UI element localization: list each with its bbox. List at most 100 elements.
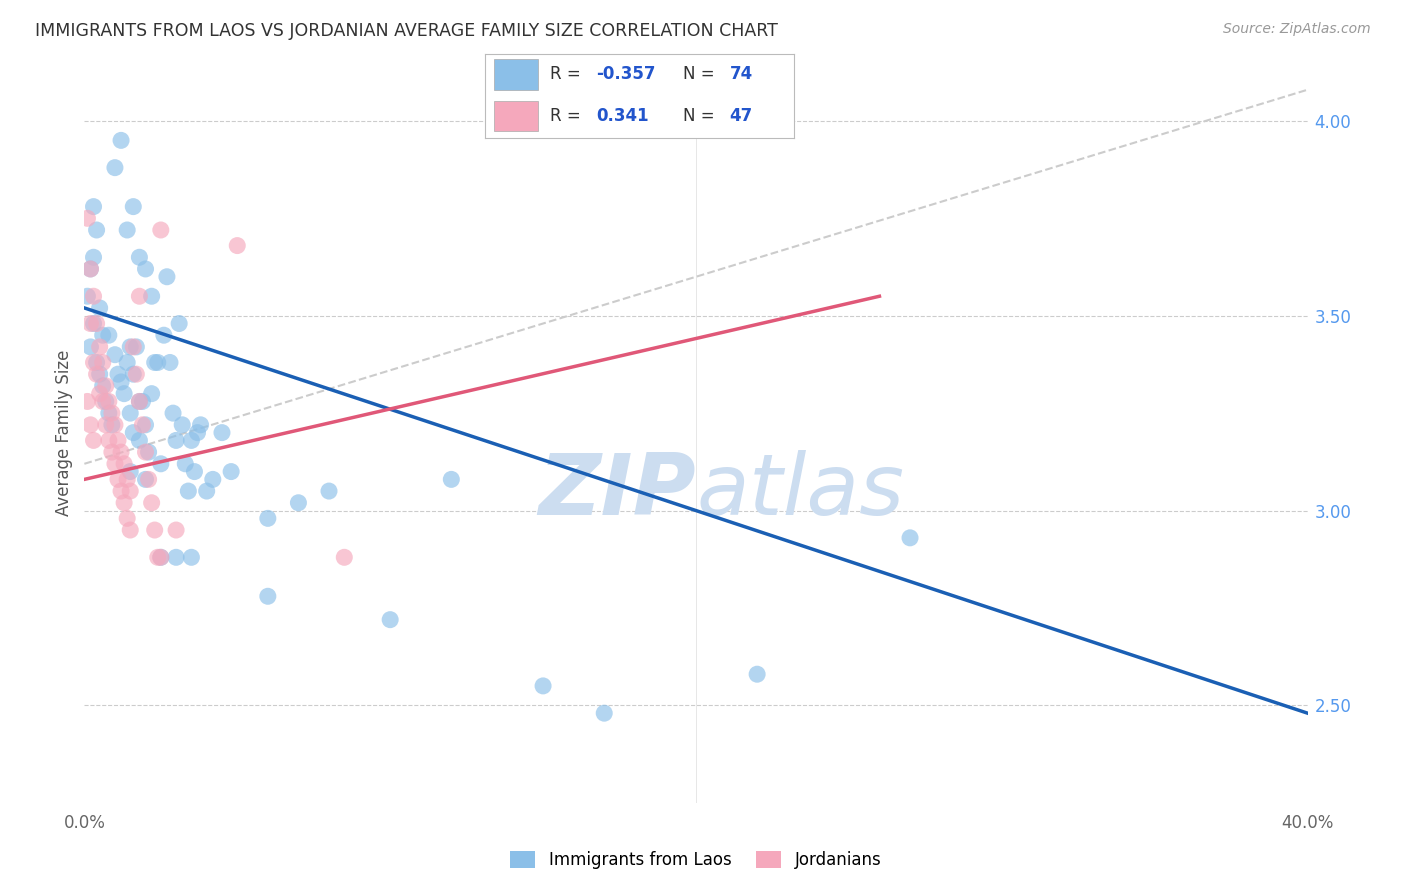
Text: 0.341: 0.341 (596, 107, 650, 125)
Point (159, 355, 181, 369)
Point (125, 367, 148, 381)
Point (86, 223, 108, 237)
Point (149, 457, 172, 471)
Point (112, 457, 135, 471)
Point (131, 394, 153, 409)
Legend: Immigrants from Laos, Jordanians: Immigrants from Laos, Jordanians (503, 845, 889, 876)
Point (89, 367, 111, 381)
Point (104, 348, 127, 362)
Point (165, 523, 187, 537)
Point (83, 289, 105, 303)
Point (107, 367, 129, 381)
Point (128, 250, 150, 264)
Point (226, 238, 249, 252)
Point (174, 457, 197, 471)
Point (79, 262, 101, 277)
Point (94, 379, 117, 393)
Point (76, 289, 98, 303)
Point (162, 406, 184, 420)
Bar (495, 101, 537, 131)
Text: 74: 74 (730, 65, 752, 83)
Point (97, 394, 120, 409)
Point (112, 386, 135, 401)
Point (101, 445, 124, 459)
Point (79, 317, 101, 331)
Point (83, 434, 105, 448)
Point (104, 161, 127, 175)
Point (115, 472, 138, 486)
Point (440, 472, 463, 486)
Point (101, 406, 124, 420)
Point (180, 434, 202, 448)
Point (104, 417, 127, 432)
Point (115, 355, 138, 369)
Point (91, 394, 114, 409)
Point (149, 550, 172, 565)
Point (149, 223, 172, 237)
Point (120, 484, 142, 499)
Text: ZIP: ZIP (538, 450, 696, 533)
Point (89, 301, 111, 315)
Point (86, 355, 108, 369)
Text: -0.357: -0.357 (596, 65, 657, 83)
Point (89, 340, 111, 354)
Point (257, 511, 280, 525)
Point (195, 484, 218, 499)
Point (146, 355, 169, 369)
Point (333, 550, 356, 565)
Point (135, 262, 157, 277)
Point (101, 417, 124, 432)
Point (107, 434, 129, 448)
Point (135, 417, 157, 432)
Point (128, 289, 150, 303)
Point (219, 465, 242, 479)
Point (83, 200, 105, 214)
Point (125, 340, 148, 354)
Point (165, 550, 187, 565)
Point (180, 550, 202, 565)
Text: IMMIGRANTS FROM LAOS VS JORDANIAN AVERAGE FAMILY SIZE CORRELATION CHART: IMMIGRANTS FROM LAOS VS JORDANIAN AVERAG… (35, 22, 778, 40)
Text: Source: ZipAtlas.com: Source: ZipAtlas.com (1223, 22, 1371, 37)
Text: atlas: atlas (696, 450, 904, 533)
Point (131, 417, 153, 432)
Point (141, 289, 163, 303)
Bar (495, 60, 537, 90)
Point (120, 340, 142, 354)
Point (79, 417, 101, 432)
Point (79, 262, 101, 277)
Point (172, 417, 194, 432)
Point (149, 550, 172, 565)
Point (120, 406, 142, 420)
Point (86, 367, 108, 381)
Point (531, 679, 554, 693)
Point (128, 434, 150, 448)
Point (593, 706, 616, 721)
Point (143, 355, 166, 369)
Point (110, 133, 132, 147)
Point (83, 250, 105, 264)
Point (146, 550, 169, 565)
Point (141, 386, 163, 401)
Point (115, 511, 138, 525)
Point (83, 317, 105, 331)
Text: N =: N = (683, 65, 720, 83)
Point (86, 317, 108, 331)
Point (190, 417, 212, 432)
Point (898, 531, 921, 545)
Point (211, 425, 233, 440)
Point (83, 355, 105, 369)
Point (110, 484, 132, 499)
Point (115, 223, 138, 237)
Point (380, 613, 402, 627)
Point (318, 484, 340, 499)
Point (138, 445, 160, 459)
Text: N =: N = (683, 107, 720, 125)
Point (156, 269, 179, 284)
Point (107, 472, 129, 486)
Text: R =: R = (550, 107, 586, 125)
Point (135, 472, 157, 486)
Point (91, 379, 114, 393)
Point (112, 496, 135, 510)
Text: R =: R = (550, 65, 586, 83)
Point (97, 434, 120, 448)
